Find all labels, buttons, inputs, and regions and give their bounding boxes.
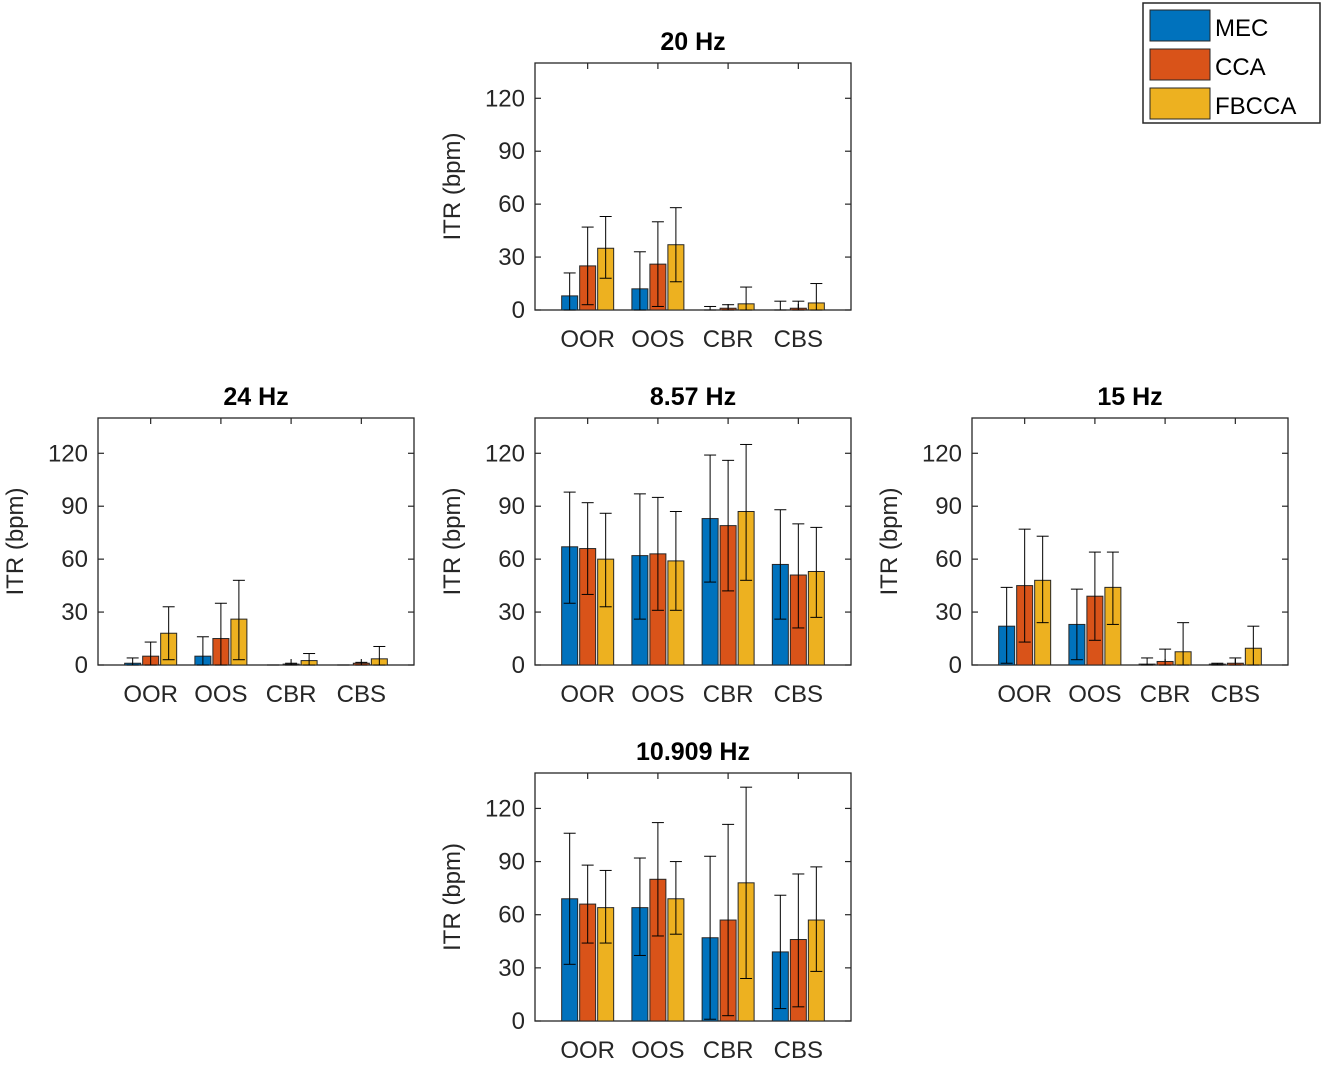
- x-tick-label: CBR: [1140, 681, 1191, 708]
- x-tick-label: CBS: [1211, 681, 1260, 708]
- y-tick-label: 60: [498, 902, 525, 929]
- legend: MEC CCA FBCCA: [1142, 2, 1321, 124]
- x-tick-label: OOS: [631, 326, 684, 353]
- x-tick-label: CBS: [774, 681, 823, 708]
- x-tick-label: OOR: [560, 326, 615, 353]
- y-tick-label: 90: [61, 493, 88, 520]
- y-axis-label: ITR (bpm): [439, 843, 466, 951]
- legend-swatch-fbcca: [1149, 87, 1211, 120]
- chart-title: 10.909 Hz: [636, 738, 750, 766]
- x-tick-label: CBS: [337, 681, 386, 708]
- y-axis-label: ITR (bpm): [439, 488, 466, 596]
- chart-title: 8.57 Hz: [650, 383, 736, 411]
- x-tick-label: OOR: [123, 681, 178, 708]
- y-tick-label: 30: [498, 599, 525, 626]
- y-tick-label: 60: [498, 191, 525, 218]
- x-tick-label: CBR: [703, 681, 754, 708]
- y-tick-label: 30: [498, 955, 525, 982]
- x-tick-label: OOS: [194, 681, 247, 708]
- chart-panel: 0 30 60 90 120 OOR OOS CBR CBS 8.57 Hz ITR (bpm): [439, 383, 852, 708]
- x-tick-label: CBR: [266, 681, 317, 708]
- y-tick-label: 0: [512, 1008, 525, 1035]
- legend-swatch-cca: [1149, 48, 1211, 81]
- y-tick-label: 0: [949, 652, 962, 679]
- chart-panel: 0 30 60 90 120 OOR OOS CBR CBS 15 Hz ITR (bpm): [876, 383, 1289, 708]
- y-tick-label: 120: [485, 85, 525, 112]
- x-tick-label: OOR: [997, 681, 1052, 708]
- x-tick-label: OOS: [631, 681, 684, 708]
- y-tick-label: 0: [512, 297, 525, 324]
- y-tick-label: 0: [512, 652, 525, 679]
- y-tick-label: 30: [498, 244, 525, 271]
- chart-title: 24 Hz: [223, 383, 288, 411]
- legend-label-cca: CCA: [1215, 54, 1266, 81]
- x-tick-label: OOS: [631, 1037, 684, 1064]
- legend-entry-mec: MEC: [1149, 9, 1268, 42]
- y-tick-label: 90: [498, 138, 525, 165]
- x-tick-label: CBR: [703, 1037, 754, 1064]
- y-tick-label: 120: [485, 440, 525, 467]
- y-tick-label: 90: [935, 493, 962, 520]
- y-tick-label: 0: [75, 652, 88, 679]
- y-tick-label: 30: [935, 599, 962, 626]
- x-tick-label: OOR: [560, 1037, 615, 1064]
- legend-entry-fbcca: FBCCA: [1149, 87, 1296, 120]
- y-tick-label: 60: [935, 546, 962, 573]
- y-tick-label: 120: [922, 440, 962, 467]
- chart-title: 15 Hz: [1097, 383, 1162, 411]
- x-tick-label: OOR: [560, 681, 615, 708]
- chart-panel: 0 30 60 90 120 OOR OOS CBR CBS 24 Hz ITR (bpm): [2, 383, 415, 708]
- y-tick-label: 90: [498, 849, 525, 876]
- y-axis-label: ITR (bpm): [876, 488, 903, 596]
- chart-title: 20 Hz: [660, 28, 725, 56]
- y-axis-label: ITR (bpm): [2, 488, 29, 596]
- legend-entry-cca: CCA: [1149, 48, 1266, 81]
- y-tick-label: 120: [485, 795, 525, 822]
- legend-swatch-mec: [1149, 9, 1211, 42]
- legend-label-mec: MEC: [1215, 15, 1268, 42]
- y-tick-label: 60: [61, 546, 88, 573]
- axes-box: [97, 417, 415, 666]
- y-tick-label: 120: [48, 440, 88, 467]
- x-tick-label: CBR: [703, 326, 754, 353]
- x-tick-label: OOS: [1068, 681, 1121, 708]
- x-tick-label: CBS: [774, 326, 823, 353]
- y-tick-label: 90: [498, 493, 525, 520]
- chart-panel: 0 30 60 90 120 OOR OOS CBR CBS 20 Hz ITR (bpm): [439, 28, 852, 353]
- legend-label-fbcca: FBCCA: [1215, 93, 1296, 120]
- x-tick-label: CBS: [774, 1037, 823, 1064]
- y-tick-label: 30: [61, 599, 88, 626]
- chart-panel: 0 30 60 90 120 OOR OOS CBR CBS 10.909 Hz ITR (bpm): [439, 738, 852, 1064]
- y-axis-label: ITR (bpm): [439, 133, 466, 241]
- y-tick-label: 60: [498, 546, 525, 573]
